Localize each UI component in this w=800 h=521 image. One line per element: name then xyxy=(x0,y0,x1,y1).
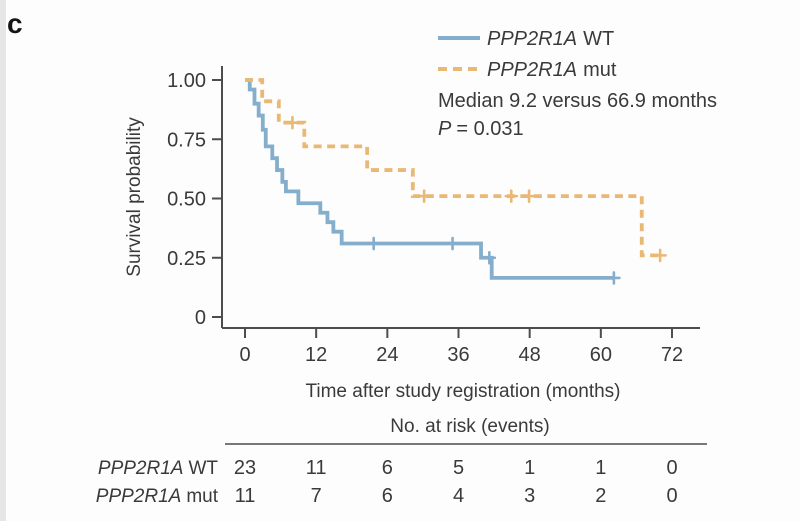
risk-value: 6 xyxy=(382,457,393,479)
risk-suffix-wt: WT xyxy=(188,458,218,479)
p-symbol: P xyxy=(438,118,452,140)
legend-gene-mut: PPP2R1A xyxy=(487,59,577,81)
risk-value: 3 xyxy=(524,485,535,507)
risk-value: 0 xyxy=(666,457,677,479)
x-tick-label: 60 xyxy=(590,344,612,366)
risk-value: 6 xyxy=(382,485,393,507)
panel-label: c xyxy=(7,8,23,39)
risk-values: 23 11 6 5 1 1 011 7 6 4 3 2 0 xyxy=(234,457,678,507)
risk-row-label-mut: PPP2R1A mut xyxy=(96,486,219,507)
x-tick-label: 48 xyxy=(519,344,541,366)
survival-curves xyxy=(245,78,667,285)
legend-gene-wt: PPP2R1A xyxy=(487,28,577,50)
risk-table: No. at risk (events) PPP2R1A WT PPP2R1A mu… xyxy=(96,416,707,507)
risk-value: 5 xyxy=(453,457,464,479)
x-tick-label: 12 xyxy=(305,344,327,366)
risk-value: 11 xyxy=(306,457,327,479)
survival-curve-wt xyxy=(245,78,614,280)
y-tick-label: 0 xyxy=(195,307,206,329)
risk-gene-mut: PPP2R1A xyxy=(96,486,182,507)
risk-value: 2 xyxy=(595,485,606,507)
y-tick-label: 0.50 xyxy=(167,189,206,211)
x-tick-label: 0 xyxy=(239,344,250,366)
x-tick-label: 72 xyxy=(661,344,683,366)
x-tick-label: 24 xyxy=(376,344,398,366)
risk-table-header: No. at risk (events) xyxy=(390,416,549,437)
y-axis-title: Survival probability xyxy=(124,117,145,277)
y-tick-label: 0.25 xyxy=(167,248,206,270)
x-axis-ticks: 0 12 24 36 48 60 72 xyxy=(239,328,683,366)
legend: PPP2R1A WT PPP2R1A mut Median 9.2 versus 6… xyxy=(438,28,717,140)
y-axis-ticks: 1.00 0.75 0.50 0.25 0 xyxy=(167,70,222,329)
legend-suffix-mut: mut xyxy=(583,59,617,81)
y-tick-label: 0.75 xyxy=(167,129,206,151)
p-value-text: = 0.031 xyxy=(456,118,523,140)
left-edge-strip xyxy=(0,0,6,521)
risk-value: 1 xyxy=(524,457,535,479)
survival-curve-mut xyxy=(245,78,664,258)
risk-suffix-mut: mut xyxy=(186,486,218,507)
risk-value: 23 xyxy=(234,457,256,479)
legend-entry-wt: PPP2R1A WT xyxy=(487,28,614,50)
median-annotation: Median 9.2 versus 66.9 months xyxy=(438,90,717,112)
risk-value: 4 xyxy=(453,485,464,507)
y-tick-label: 1.00 xyxy=(167,70,206,92)
risk-value: 0 xyxy=(666,485,677,507)
risk-value: 11 xyxy=(235,485,256,507)
risk-gene-wt: PPP2R1A xyxy=(98,458,184,479)
legend-suffix-wt: WT xyxy=(583,28,614,50)
risk-value: 7 xyxy=(311,485,322,507)
legend-entry-mut: PPP2R1A mut xyxy=(487,59,617,81)
risk-row-label-wt: PPP2R1A WT xyxy=(98,458,218,479)
x-tick-label: 36 xyxy=(447,344,469,366)
p-value-annotation: P = 0.031 xyxy=(438,118,524,140)
x-axis-title: Time after study registration (months) xyxy=(305,381,620,402)
risk-value: 1 xyxy=(595,457,606,479)
